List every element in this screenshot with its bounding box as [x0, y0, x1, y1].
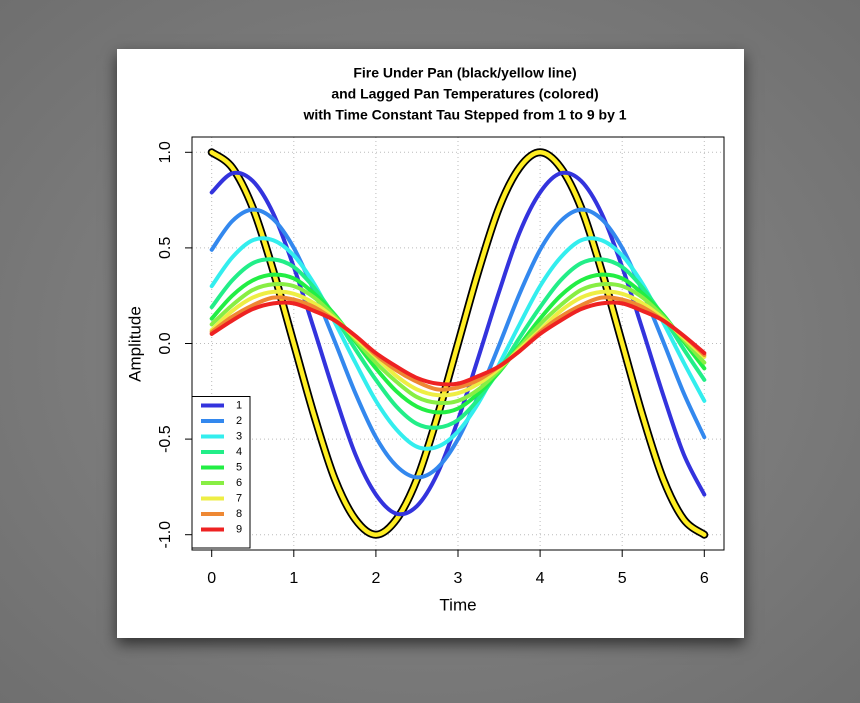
series-line — [209, 289, 707, 398]
legend-label: 6 — [236, 477, 242, 489]
series-line — [209, 150, 707, 537]
x-axis-label: Time — [439, 595, 476, 614]
legend-label: 7 — [236, 492, 242, 504]
y-tick-label: -1.0 — [157, 521, 174, 549]
y-tick-label: 0.0 — [157, 332, 174, 354]
y-tick-label: 0.5 — [157, 237, 174, 259]
y-axis-label: Amplitude — [125, 306, 144, 382]
legend-label: 1 — [236, 399, 242, 411]
series-line — [209, 236, 707, 451]
series-line — [209, 207, 707, 480]
x-tick-label: 2 — [371, 570, 380, 587]
x-tick-label: 6 — [700, 570, 709, 587]
series-line — [209, 295, 707, 392]
y-tick-label: 1.0 — [157, 141, 174, 163]
x-tick-label: 5 — [618, 570, 627, 587]
series-line — [209, 300, 707, 387]
x-tick-label: 1 — [289, 570, 298, 587]
chart-title: Fire Under Pan (black/yellow line) — [353, 65, 576, 81]
legend-label: 3 — [236, 430, 242, 442]
series-line — [209, 272, 707, 415]
x-tick-label: 0 — [207, 570, 216, 587]
legend-label: 2 — [236, 415, 242, 427]
x-tick-label: 3 — [454, 570, 463, 587]
legend-label: 9 — [236, 523, 242, 535]
plot-frame — [191, 136, 725, 551]
series-line — [209, 257, 707, 430]
series-line — [209, 281, 707, 406]
legend-label: 5 — [236, 461, 242, 473]
chart-title: with Time Constant Tau Stepped from 1 to… — [302, 107, 626, 123]
x-tick-label: 4 — [536, 570, 545, 587]
legend-label: 4 — [236, 446, 242, 458]
legend-label: 8 — [236, 508, 242, 520]
chart-title: and Lagged Pan Temperatures (colored) — [331, 86, 598, 102]
y-tick-label: -0.5 — [157, 425, 174, 453]
